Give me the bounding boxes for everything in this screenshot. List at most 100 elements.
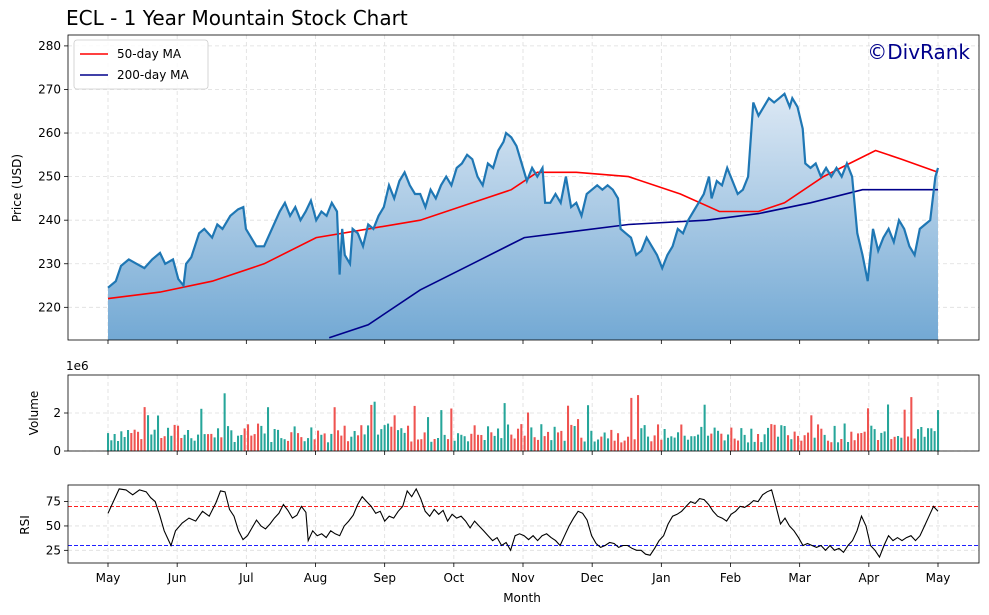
volume-bar (257, 423, 260, 451)
volume-bar (740, 428, 743, 451)
volume-bar (893, 436, 896, 451)
volume-bar (793, 431, 796, 451)
volume-bar (250, 435, 253, 451)
volume-bar (860, 433, 863, 451)
volume-bar (747, 442, 750, 451)
volume-bar (620, 442, 623, 451)
volume-bar (307, 438, 310, 451)
volume-bar (460, 434, 463, 451)
volume-bar (863, 431, 866, 451)
volume-bar (637, 395, 640, 451)
volume-bar (733, 438, 736, 451)
volume-bar (803, 435, 806, 451)
volume-bar (877, 440, 880, 451)
volume-bar (360, 425, 363, 451)
volume-bar (603, 432, 606, 451)
volume-bar (897, 436, 900, 451)
price-ytick-label: 250 (38, 170, 61, 184)
volume-bar (143, 407, 146, 451)
volume-bar (467, 441, 470, 451)
volume-bar (753, 441, 756, 451)
volume-bar (560, 430, 563, 451)
volume-bar (587, 405, 590, 451)
volume-bar (810, 415, 813, 451)
volume-panel: 0 2 1e6 Volume (27, 359, 980, 458)
volume-bar (627, 436, 630, 451)
volume-bar (410, 441, 413, 451)
volume-bar (693, 436, 696, 451)
volume-bar (867, 408, 870, 451)
volume-bar (850, 431, 853, 451)
price-ytick-label: 240 (38, 213, 61, 227)
volume-bar (590, 430, 593, 451)
legend-box (73, 39, 209, 90)
month-tick-label: Nov (511, 571, 534, 585)
volume-bar (393, 415, 396, 451)
volume-bar (180, 438, 183, 451)
volume-bar (420, 439, 423, 451)
volume-bar (227, 426, 230, 451)
volume-bar (887, 404, 890, 451)
volume-bar (873, 429, 876, 451)
volume-bar (723, 440, 726, 451)
volume-bar (570, 424, 573, 451)
volume-bar (343, 425, 346, 451)
rsi-panel-frame (67, 484, 980, 564)
volume-bar (530, 427, 533, 451)
volume-bar (120, 431, 123, 451)
volume-bar (913, 438, 916, 451)
volume-bar (457, 433, 460, 451)
volume-bar (450, 408, 453, 451)
month-tick-label: Apr (858, 571, 879, 585)
volume-bar (690, 436, 693, 451)
volume-bar (483, 440, 486, 451)
volume-bar (470, 433, 473, 451)
volume-ytick-label: 2 (53, 406, 61, 420)
x-axis: May Jun Jul Aug Sep Oct Nov Dec Jan Feb Mar Apr May (96, 340, 950, 585)
volume-bar (163, 436, 166, 451)
volume-bar (683, 435, 686, 451)
volume-bar (773, 424, 776, 451)
volume-bar (363, 434, 366, 451)
volume-bar (167, 427, 170, 451)
volume-bar (350, 436, 353, 451)
volume-bar (623, 440, 626, 451)
volume-bar (730, 427, 733, 451)
volume-bar (203, 434, 206, 451)
volume-bar (417, 439, 420, 451)
volume-bar (147, 415, 150, 451)
volume-bar (607, 438, 610, 451)
volume-bar (377, 434, 380, 451)
volume-bar (750, 428, 753, 451)
volume-bar (437, 438, 440, 451)
month-tick-label: Jan (651, 571, 671, 585)
volume-bar (790, 439, 793, 451)
volume-bar (487, 426, 490, 451)
volume-bar (140, 439, 143, 451)
volume-bar (237, 435, 240, 451)
volume-bar (390, 426, 393, 451)
volume-bar (480, 435, 483, 451)
volume-bar (777, 436, 780, 451)
volume-bar (653, 435, 656, 451)
volume-bar (423, 432, 426, 451)
volume-bar (660, 439, 663, 451)
volume-bar (260, 425, 263, 451)
volume-bar (490, 432, 493, 451)
volume-bar (200, 408, 203, 451)
volume-bar (650, 441, 653, 451)
volume-bar (290, 432, 293, 451)
volume-bar (173, 424, 176, 451)
rsi-ytick-label: 50 (46, 519, 61, 533)
volume-bar (183, 434, 186, 451)
volume-bar (477, 434, 480, 451)
volume-bar (643, 425, 646, 451)
price-panel: 220 230 240 250 260 270 280 Price (USD) ©DivRa… (10, 34, 980, 341)
volume-bar (310, 427, 313, 451)
volume-bar (337, 430, 340, 451)
volume-bar (550, 440, 553, 451)
volume-bar (743, 434, 746, 451)
rsi-ytick-label: 75 (46, 495, 61, 509)
volume-bar (303, 441, 306, 451)
